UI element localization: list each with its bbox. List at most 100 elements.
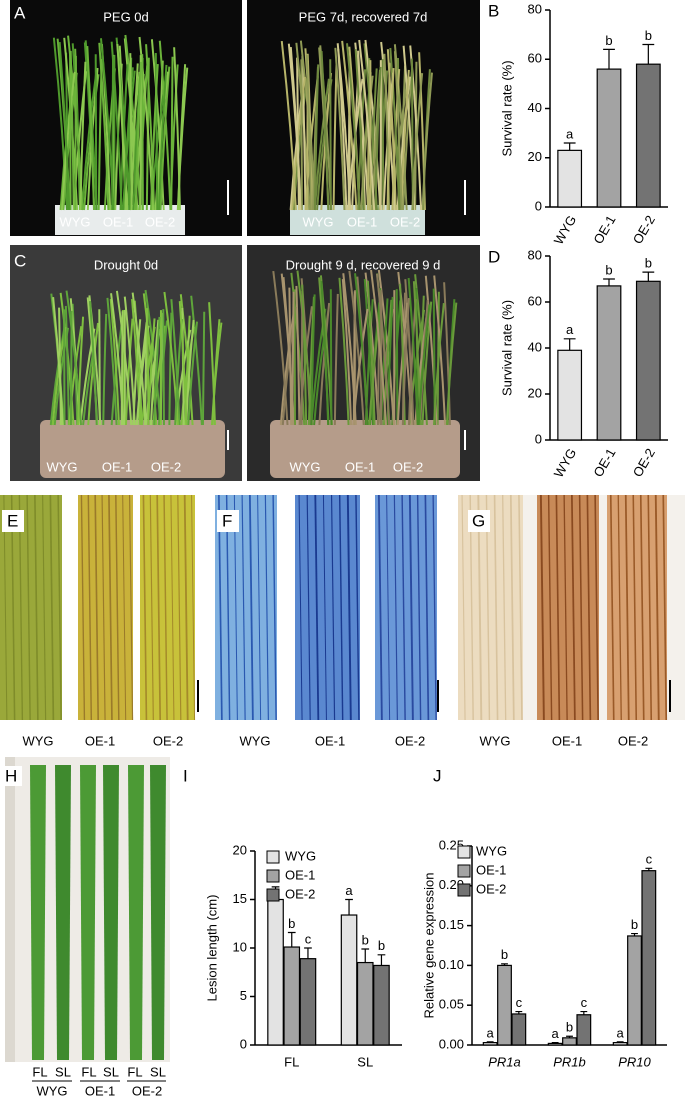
caption: PEG 0d [103, 9, 149, 24]
panel-label: I [183, 766, 188, 785]
x-tick-label: WYG [551, 213, 580, 247]
leaf-label: FL [81, 1064, 96, 1079]
significance-letter: b [605, 262, 612, 277]
y-axis-label: Lesion length (cm) [204, 895, 219, 1002]
panel-label: E [7, 511, 18, 530]
leaf-blade [142, 54, 143, 210]
genotype: WYG [302, 214, 333, 229]
genotype: WYG [479, 733, 510, 748]
genotype: OE-2 [153, 733, 183, 748]
x-tick-label: FL [284, 1054, 299, 1069]
leaf-blade [331, 289, 332, 425]
y-axis-label: Survival rate (%) [499, 300, 514, 396]
error-bar [642, 44, 654, 64]
y-tick-label: 60 [528, 293, 542, 308]
y-tick-label: 0 [535, 431, 542, 446]
significance-letter: b [378, 938, 385, 953]
significance-letter: a [617, 1025, 625, 1040]
significance-letter: b [631, 917, 638, 932]
y-tick-label: 60 [528, 51, 542, 66]
panel-label: B [488, 1, 499, 20]
leaf [55, 765, 71, 1060]
legend-swatch [458, 884, 470, 896]
leaf-blade [171, 57, 172, 210]
genotype: WYG [59, 214, 90, 229]
genotype: OE-1 [103, 214, 133, 229]
error-bar [361, 949, 369, 963]
legend-swatch [458, 846, 470, 858]
genotype: OE-1 [345, 459, 375, 474]
genotype: OE-1 [85, 733, 115, 748]
leaf-label: SL [55, 1064, 71, 1079]
caption: Drought 0d [94, 257, 158, 272]
bar [268, 900, 283, 1046]
panel-label: J [433, 766, 442, 785]
y-tick-label: 40 [528, 339, 542, 354]
error-bar [345, 900, 353, 916]
bar [597, 69, 621, 207]
y-tick-label: 40 [528, 100, 542, 115]
genotype: OE-1 [102, 459, 132, 474]
y-axis-label: Relative gene expression [421, 873, 436, 1019]
leaf-blade [383, 59, 384, 210]
bar [577, 1015, 591, 1045]
significance-letter: b [645, 28, 652, 43]
y-tick-label: 0 [240, 1036, 247, 1051]
y-tick-label: 0 [535, 198, 542, 213]
x-tick-label: OE-2 [630, 446, 658, 480]
legend-label: OE-1 [476, 862, 506, 877]
significance-letter: b [362, 932, 369, 947]
significance-letter: c [646, 852, 653, 867]
x-tick-label: PR10 [618, 1054, 651, 1069]
x-tick-label: PR1a [488, 1054, 521, 1069]
genotype: OE-2 [145, 214, 175, 229]
bar [637, 64, 661, 207]
genotype: OE-2 [390, 214, 420, 229]
x-tick-label: OE-1 [590, 213, 618, 247]
y-tick-label: 5 [240, 988, 247, 1003]
error-bar [564, 143, 576, 150]
significance-letter: b [566, 1020, 573, 1035]
bar [628, 936, 642, 1045]
leaf-label: FL [127, 1064, 142, 1079]
x-tick-label: OE-1 [590, 446, 618, 480]
significance-letter: b [605, 33, 612, 48]
error-bar [378, 955, 386, 966]
leaf-blade [330, 59, 331, 210]
bar [512, 1014, 526, 1045]
bar [284, 947, 299, 1045]
significance-letter: b [501, 947, 508, 962]
legend-swatch [267, 851, 279, 863]
genotype: OE-1 [347, 214, 377, 229]
bar [613, 1043, 627, 1045]
panel-label: D [488, 247, 500, 266]
genotype: OE-2 [395, 733, 425, 748]
error-bar [603, 279, 615, 286]
genotype: OE-2 [132, 1083, 162, 1098]
significance-letter: b [645, 256, 652, 271]
legend-swatch [458, 865, 470, 877]
bar [483, 1043, 497, 1045]
caption: PEG 7d, recovered 7d [299, 9, 428, 24]
y-tick-label: 15 [233, 891, 247, 906]
bar [558, 350, 582, 440]
genotype: OE-2 [151, 459, 181, 474]
bar [597, 286, 621, 440]
leaf-blade [203, 312, 204, 425]
panel-label: H [5, 766, 17, 785]
y-tick-label: 10 [233, 939, 247, 954]
x-tick-label: SL [357, 1054, 373, 1069]
legend-swatch [267, 870, 279, 882]
legend-label: OE-2 [285, 886, 315, 901]
bar [300, 959, 315, 1045]
genotype: WYG [36, 1083, 67, 1098]
genotype: OE-2 [393, 459, 423, 474]
y-tick-label: 0.00 [439, 1036, 464, 1051]
y-axis-label: Survival rate (%) [499, 60, 514, 156]
significance-letter: a [552, 1026, 560, 1041]
bar [558, 150, 582, 207]
genotype: WYG [22, 733, 53, 748]
legend-label: WYG [285, 848, 316, 863]
significance-letter: c [581, 995, 588, 1010]
